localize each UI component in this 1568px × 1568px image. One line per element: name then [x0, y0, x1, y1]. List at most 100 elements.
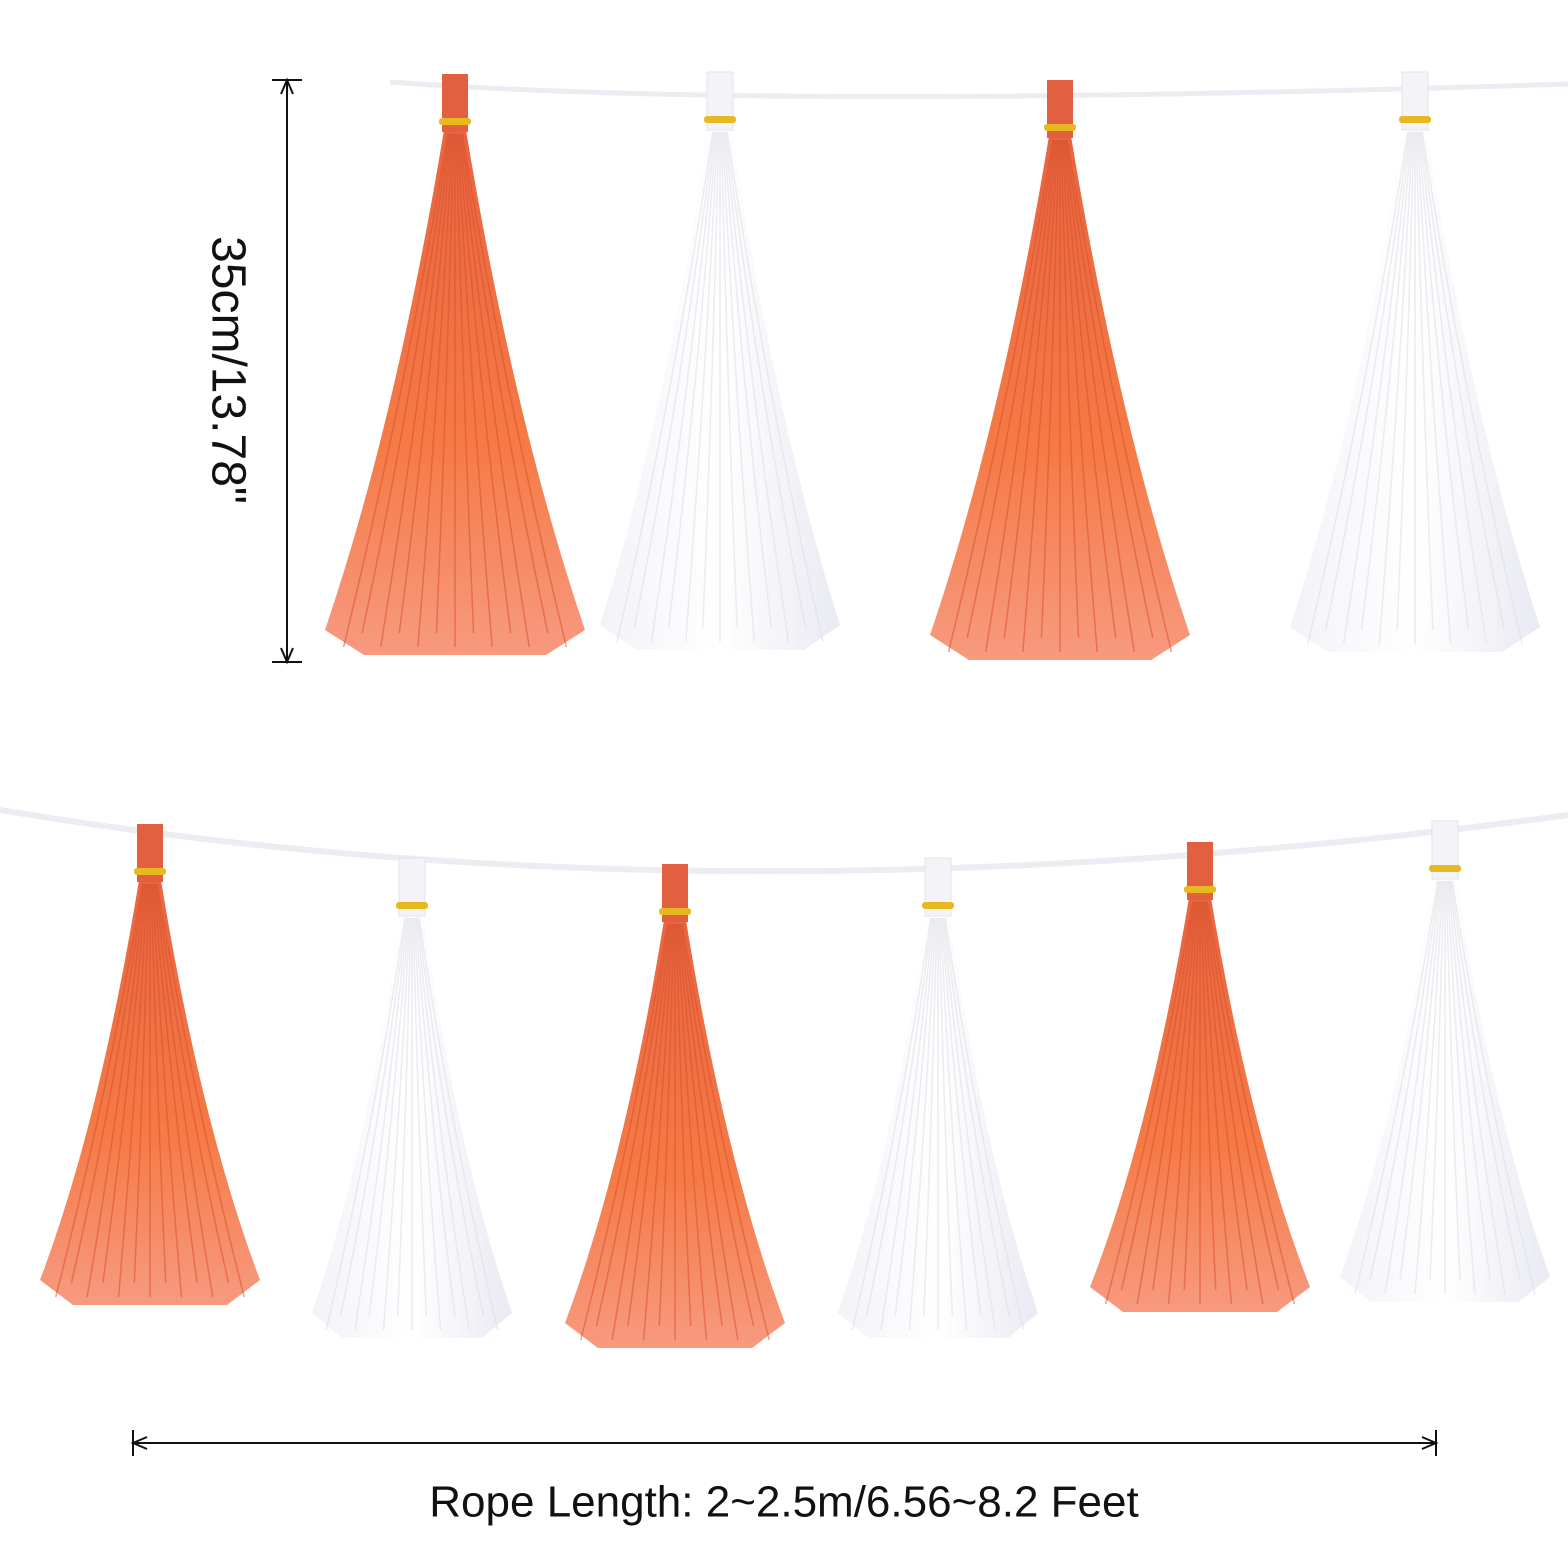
tassel: [40, 824, 260, 1305]
tassel-strip: [1183, 901, 1200, 1291]
tassel-strip: [1451, 880, 1536, 1295]
tassel: [1290, 71, 1540, 652]
tassel-strip: [459, 133, 531, 648]
tassel-strip: [1200, 901, 1217, 1291]
rope: [389, 79, 1568, 100]
tassel-strip: [677, 923, 723, 1327]
tassel: [1090, 842, 1310, 1312]
height-dimension: 35cm/13.78": [201, 77, 302, 665]
tassel-strip: [1447, 880, 1491, 1281]
tassel-strip: [460, 133, 549, 634]
tassel-strip: [416, 917, 470, 1331]
gold-band: [1429, 865, 1461, 872]
length-dimension: Rope Length: 2~2.5m/6.56~8.2 Feet: [130, 1430, 1439, 1527]
tassel-strip: [1061, 139, 1098, 653]
ropes: [0, 79, 1568, 875]
tassel-strip: [133, 883, 150, 1284]
tassel-strip: [1342, 131, 1411, 645]
tassel-strip: [154, 883, 214, 1298]
tassel: [600, 71, 840, 650]
tassel-strip: [667, 131, 718, 629]
tassel-strip: [1396, 131, 1415, 631]
tassel-strip: [1152, 901, 1198, 1291]
tassel-strip: [681, 923, 771, 1341]
tassel-strip: [851, 917, 932, 1331]
tassel-strip: [1206, 901, 1296, 1305]
tassel-strip: [1415, 131, 1434, 631]
tassel-strip: [102, 883, 148, 1284]
tassel-strip: [680, 923, 755, 1327]
tassel-strip: [724, 131, 790, 643]
tassel-strip: [944, 917, 1025, 1331]
tassel-strip: [720, 131, 738, 629]
tassel-strip: [1445, 880, 1461, 1281]
tassel-strip: [1419, 131, 1488, 645]
tassel-strip: [435, 133, 455, 634]
tassel-strip: [1417, 131, 1470, 631]
tassel-strip: [908, 917, 937, 1331]
tassel-strip: [414, 917, 456, 1317]
tassel-strip: [86, 883, 146, 1298]
gold-band: [1044, 124, 1076, 131]
tassel-strip: [1022, 139, 1059, 653]
tassel-strip: [1449, 880, 1506, 1295]
gold-band: [439, 118, 471, 125]
tassel-strip: [1324, 131, 1410, 631]
rope: [0, 807, 1568, 875]
tassel: [1340, 820, 1550, 1302]
tassels: [40, 71, 1550, 1348]
gold-band: [659, 908, 691, 915]
tassel-strip: [942, 917, 996, 1331]
tassel-strip: [1384, 880, 1441, 1295]
tassel-strip: [368, 917, 410, 1317]
tassel-strip: [339, 917, 407, 1317]
tassel-strip: [156, 883, 246, 1298]
tassel-strip: [1429, 880, 1445, 1281]
tassel-strip: [894, 917, 936, 1317]
gold-band: [922, 902, 954, 909]
tassel-strip: [1421, 131, 1523, 645]
tassel-strip: [579, 923, 669, 1341]
tassel-strip: [412, 917, 428, 1317]
tassel-strip: [1003, 139, 1058, 639]
tassel-strip: [1307, 131, 1409, 645]
tassel-strip: [1399, 880, 1443, 1281]
tassel-strip: [1369, 880, 1440, 1281]
tassel-strip: [1060, 139, 1080, 639]
arrowheads: [130, 1436, 1439, 1450]
tassel-strip: [1065, 139, 1154, 639]
tassel-strip: [984, 139, 1056, 653]
tassel-strip: [611, 923, 671, 1341]
tassel-strip: [325, 917, 406, 1331]
tassel-strip: [595, 923, 670, 1327]
tassel-strip: [684, 131, 719, 643]
tassel-strip: [461, 133, 568, 648]
tassel-strip: [1120, 901, 1195, 1291]
tassel-strip: [627, 923, 673, 1327]
tassel-strip: [679, 923, 739, 1341]
tassel-strip: [939, 917, 968, 1331]
gold-band: [134, 868, 166, 875]
tassel-strip: [947, 139, 1054, 653]
tassel-strip: [457, 133, 512, 634]
tassel: [838, 857, 1038, 1338]
tassel-strip: [642, 923, 674, 1341]
tassel-strip: [456, 133, 493, 648]
tassel-strip: [1354, 880, 1439, 1295]
tassel-strip: [342, 133, 449, 648]
tassel-strip: [938, 917, 954, 1317]
tassel-strip: [1414, 880, 1444, 1295]
tassel-strip: [940, 917, 982, 1317]
gold-band: [1184, 886, 1216, 893]
tassel-strip: [398, 133, 453, 634]
tassel-strip: [1204, 901, 1264, 1305]
tassel-strip: [361, 133, 450, 634]
tassel-strip: [1202, 901, 1248, 1291]
tassel: [565, 864, 785, 1348]
tassel-strip: [633, 131, 715, 629]
tassel-strip: [943, 917, 1011, 1317]
rope-length-label: Rope Length: 2~2.5m/6.56~8.2 Feet: [429, 1478, 1138, 1527]
tassel-strip: [54, 883, 144, 1298]
